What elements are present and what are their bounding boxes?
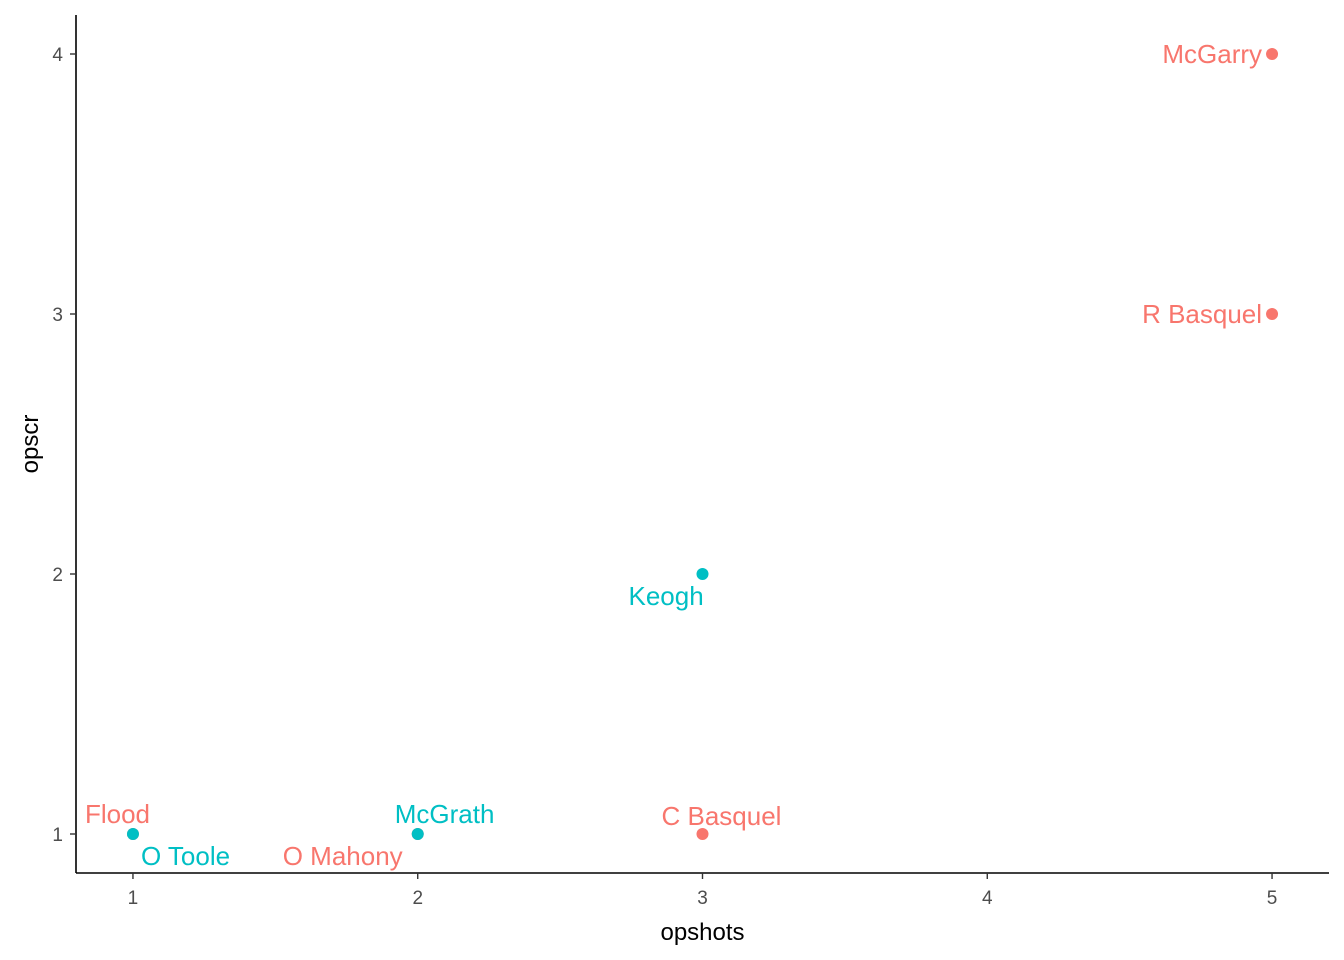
point-label: R Basquel (1142, 299, 1262, 329)
y-tick-label: 3 (52, 305, 63, 326)
y-tick-label: 1 (52, 825, 63, 846)
x-ticks: 1 2 3 4 5 (128, 873, 1278, 909)
x-tick-label: 5 (1267, 888, 1278, 909)
point-label: McGrath (395, 799, 495, 829)
data-point (411, 828, 424, 840)
point-label: C Basquel (662, 801, 782, 831)
point-label: Keogh (629, 581, 704, 611)
y-ticks: 1 2 3 4 (52, 45, 76, 846)
point-label: McGarry (1162, 39, 1262, 69)
data-point (1266, 308, 1279, 320)
data-point (696, 568, 709, 580)
data-point (126, 828, 139, 840)
point-label: O Toole (141, 841, 230, 871)
y-tick-label: 2 (52, 565, 63, 586)
x-tick-label: 4 (982, 888, 993, 909)
y-tick-label: 4 (52, 45, 63, 66)
x-tick-label: 1 (128, 888, 139, 909)
data-point (696, 828, 709, 840)
axes (75, 15, 1329, 874)
point-label: Flood (85, 799, 150, 829)
point-label: O Mahony (283, 841, 403, 871)
data-points (126, 48, 1279, 840)
x-tick-label: 3 (697, 888, 708, 909)
x-axis-title: opshots (660, 919, 744, 946)
data-point (1266, 48, 1279, 60)
x-tick-label: 2 (412, 888, 423, 909)
point-labels: McGarry R Basquel Keogh Flood O Toole O Mahon… (85, 39, 1262, 871)
y-axis-title: opscr (17, 415, 44, 474)
